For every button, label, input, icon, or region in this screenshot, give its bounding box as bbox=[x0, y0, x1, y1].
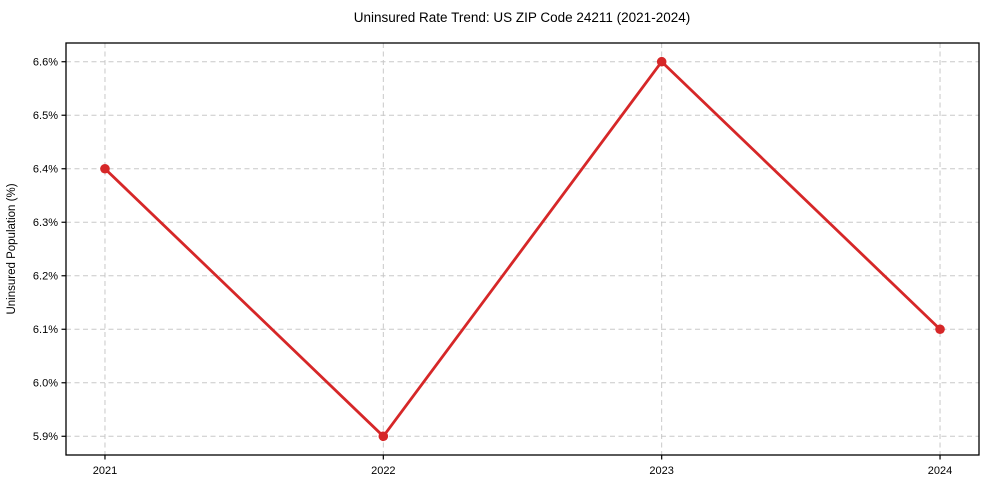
y-tick-label: 6.5% bbox=[33, 110, 58, 122]
chart-title: Uninsured Rate Trend: US ZIP Code 24211 … bbox=[354, 10, 690, 25]
y-tick-label: 6.3% bbox=[33, 217, 58, 229]
data-point-2021 bbox=[100, 163, 110, 174]
y-tick-label: 6.6% bbox=[33, 57, 58, 69]
data-point-2022 bbox=[378, 431, 389, 442]
y-tick-label: 6.4% bbox=[33, 164, 58, 176]
x-tick-label: 2024 bbox=[928, 465, 952, 477]
data-point-2023 bbox=[656, 56, 667, 67]
y-tick-label: 6.0% bbox=[33, 378, 58, 390]
y-tick-label: 6.2% bbox=[33, 271, 58, 283]
x-tick-label: 2021 bbox=[93, 465, 117, 477]
x-tick-label: 2023 bbox=[649, 465, 673, 477]
plot-border bbox=[65, 42, 980, 456]
data-point-2024 bbox=[935, 324, 945, 335]
plot-area: 2021 2022 2023 2024 5.9% 6.0% 6.1% 6.2% 6.3% 6.4%… bbox=[33, 42, 980, 477]
x-tick-label: 2022 bbox=[371, 465, 395, 477]
trend-line bbox=[103, 60, 942, 438]
y-axis-label: Uninsured Population (%) bbox=[6, 183, 18, 314]
y-tick-label: 5.9% bbox=[33, 431, 58, 443]
y-tick-label: 6.1% bbox=[33, 324, 58, 336]
